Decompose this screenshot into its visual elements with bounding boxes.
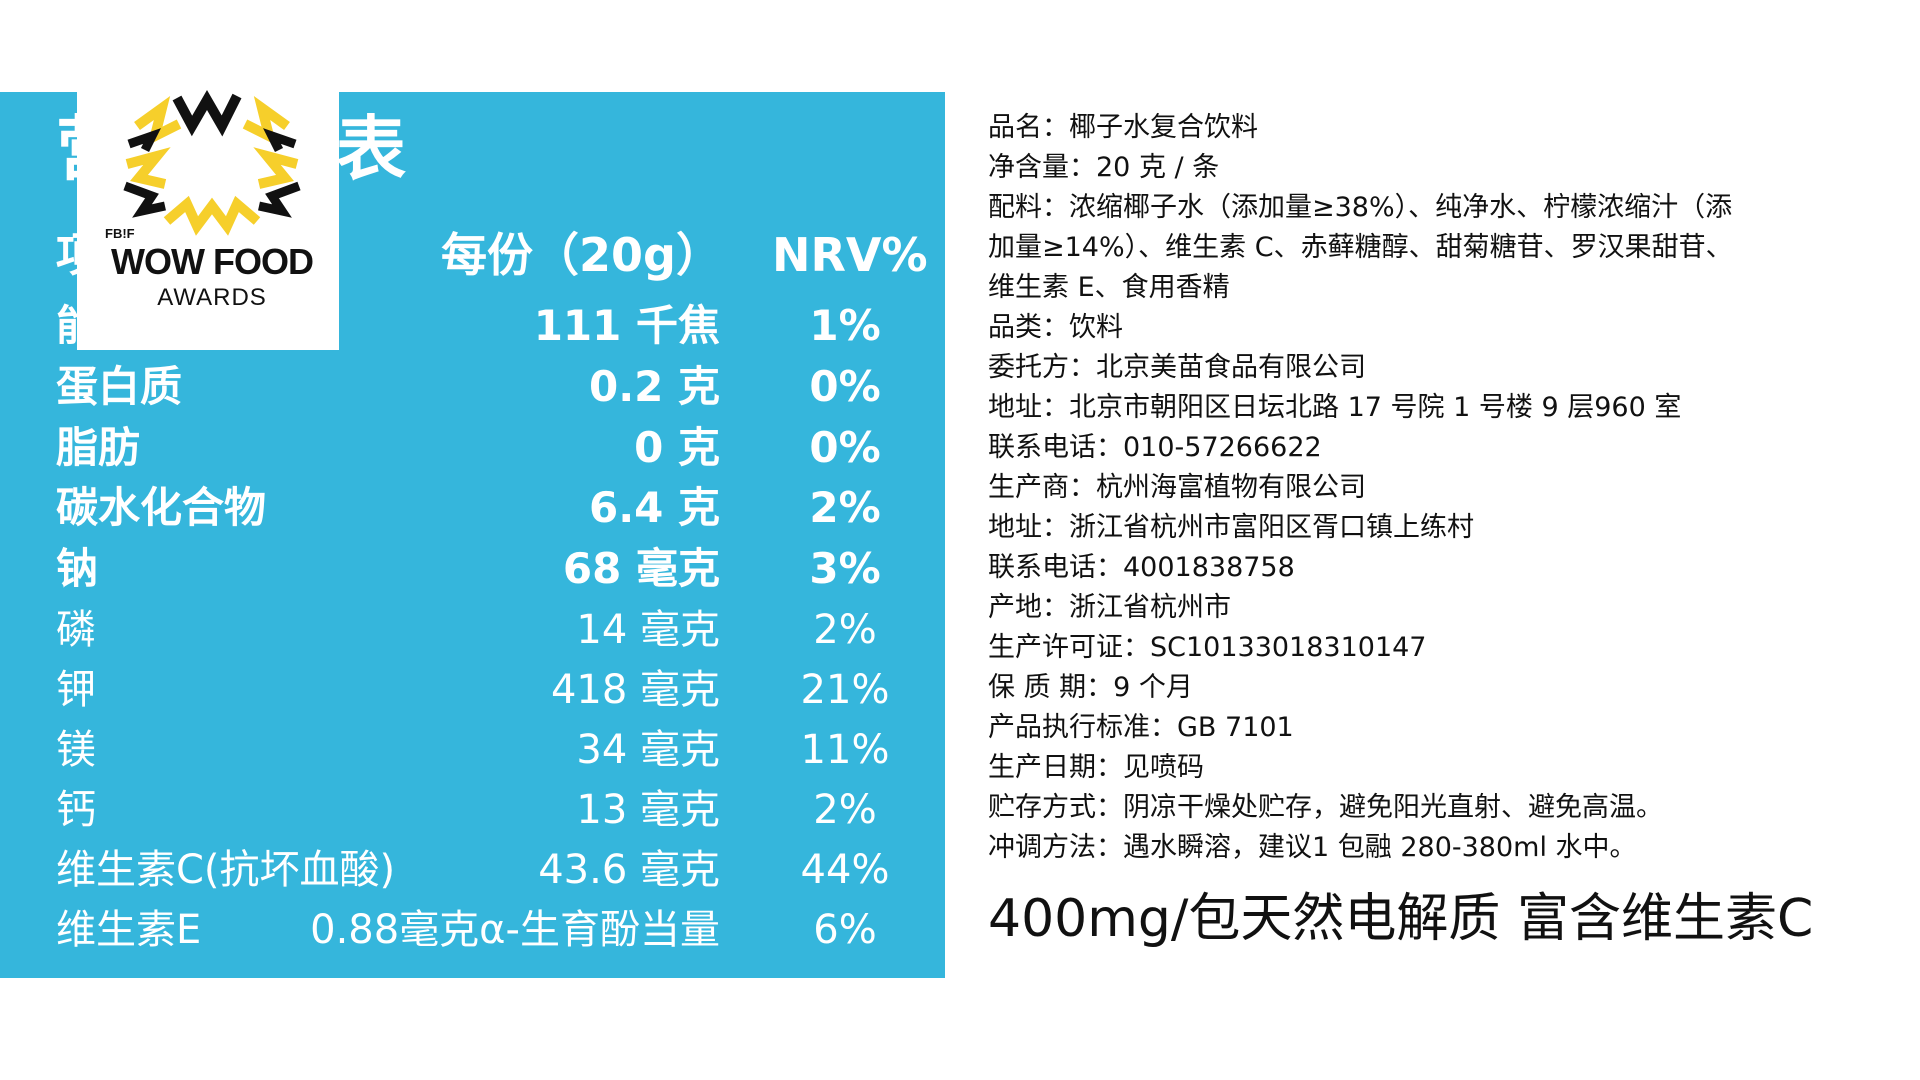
- nutrient-nrv: 2%: [809, 483, 881, 532]
- product-info-line: 加量≥14%）、维生素 C、赤藓糖醇、甜菊糖苷、罗汉果甜苷、: [988, 232, 1733, 263]
- product-info-line: 配料：浓缩椰子水（添加量≥38%）、纯净水、柠檬浓缩汁（添: [988, 192, 1733, 223]
- product-info-line: 地址：浙江省杭州市富阳区胥口镇上练村: [988, 512, 1474, 543]
- nutrition-row: 镁 34 毫克 11%: [0, 720, 945, 780]
- nutrient-value: 14 毫克: [576, 607, 720, 653]
- wow-food-awards-badge: FB!F WOW FOOD AWARDS: [77, 86, 339, 350]
- nutrient-value: 111 千焦: [533, 301, 720, 350]
- nutrient-value: 43.6 毫克: [538, 847, 720, 893]
- nutrient-name: 钙: [56, 787, 96, 833]
- product-info-line: 冲调方法：遇水瞬溶，建议1 包融 280-380ml 水中。: [988, 832, 1637, 863]
- product-info-line: 生产商：杭州海富植物有限公司: [988, 472, 1366, 503]
- nutrition-row: 脂肪 0 克 0%: [0, 418, 945, 478]
- product-info-line: 品类：饮料: [988, 312, 1123, 343]
- nutrient-value: 13 毫克: [576, 787, 720, 833]
- nutrient-name: 维生素C(抗坏血酸): [56, 847, 396, 893]
- nutrient-nrv: 2%: [813, 787, 877, 833]
- nutrition-row: 磷 14 毫克 2%: [0, 600, 945, 660]
- product-tagline: 400mg/包天然电解质 富含维生素C: [988, 889, 1814, 949]
- product-info-line: 贮存方式：阴凉干燥处贮存，避免阳光直射、避免高温。: [988, 792, 1663, 823]
- product-info-line: 产地：浙江省杭州市: [988, 592, 1231, 623]
- nutrient-name: 磷: [56, 607, 96, 653]
- nutrition-row: 钾 418 毫克 21%: [0, 660, 945, 720]
- product-info-line: 保 质 期：9 个月: [988, 672, 1193, 703]
- nutrient-name: 脂肪: [56, 423, 141, 472]
- nutrient-nrv: 0%: [809, 423, 881, 472]
- product-info-line: 生产许可证：SC10133018310147: [988, 632, 1427, 663]
- product-info-line: 品名：椰子水复合饮料: [988, 112, 1258, 143]
- award-brand-label: FB!F: [105, 226, 135, 241]
- nutrition-row: 钠 68 毫克 3%: [0, 539, 945, 599]
- nutrient-value: 0 克: [634, 423, 720, 472]
- nutrition-row: 蛋白质 0.2 克 0%: [0, 357, 945, 417]
- nutrient-nrv: 6%: [813, 907, 877, 953]
- nutrient-name: 镁: [56, 727, 96, 773]
- product-info-line: 地址：北京市朝阳区日坛北路 17 号院 1 号楼 9 层960 室: [988, 392, 1682, 423]
- nutrient-name: 维生素E: [56, 907, 202, 953]
- award-starburst-icon: [123, 89, 301, 236]
- nutrient-nrv: 44%: [800, 847, 890, 893]
- nutrition-row: 维生素E 0.88毫克α-生育酚当量 6%: [0, 900, 945, 960]
- nutrient-nrv: 11%: [800, 727, 890, 773]
- nutrition-row: 钙 13 毫克 2%: [0, 780, 945, 840]
- product-info-line: 委托方：北京美苗食品有限公司: [988, 352, 1366, 383]
- award-title: WOW FOOD: [111, 241, 314, 282]
- nutrient-nrv: 0%: [809, 362, 881, 411]
- product-info-line: 净含量：20 克 / 条: [988, 152, 1220, 183]
- nutrient-name: 钠: [56, 544, 99, 593]
- nutrient-value: 0.88毫克α-生育酚当量: [310, 907, 720, 953]
- product-info-line: 产品执行标准：GB 7101: [988, 712, 1294, 743]
- nutrient-nrv: 2%: [813, 607, 877, 653]
- nutrient-value: 0.2 克: [588, 362, 720, 411]
- product-info-line: 生产日期：见喷码: [988, 752, 1204, 783]
- column-header-per-serving: 每份（20g）: [441, 228, 722, 282]
- column-header-nrv: NRV%: [772, 228, 928, 282]
- nutrient-name: 碳水化合物: [56, 483, 267, 532]
- award-subtitle: AWARDS: [157, 284, 267, 311]
- product-info-line: 维生素 E、食用香精: [988, 272, 1230, 303]
- nutrient-value: 34 毫克: [576, 727, 720, 773]
- nutrient-nrv: 21%: [800, 667, 890, 713]
- nutrient-value: 6.4 克: [588, 483, 720, 532]
- nutrient-name: 蛋白质: [56, 362, 183, 411]
- nutrition-row: 碳水化合物 6.4 克 2%: [0, 478, 945, 538]
- product-info-list: 品名：椰子水复合饮料 净含量：20 克 / 条配料：浓缩椰子水（添加量≥38%）、…: [988, 108, 1908, 868]
- nutrient-nrv: 1%: [809, 301, 881, 350]
- nutrient-name: 钾: [56, 667, 96, 713]
- nutrient-value: 418 毫克: [550, 667, 720, 713]
- nutrient-value: 68 毫克: [562, 544, 720, 593]
- nutrient-nrv: 3%: [809, 544, 881, 593]
- nutrition-row: 维生素C(抗坏血酸) 43.6 毫克 44%: [0, 840, 945, 900]
- product-info-line: 联系电话：010-57266622: [988, 432, 1322, 463]
- product-info-line: 联系电话：4001838758: [988, 552, 1295, 583]
